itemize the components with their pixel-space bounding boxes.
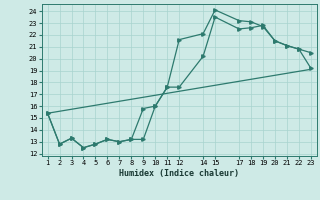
X-axis label: Humidex (Indice chaleur): Humidex (Indice chaleur) [119,169,239,178]
